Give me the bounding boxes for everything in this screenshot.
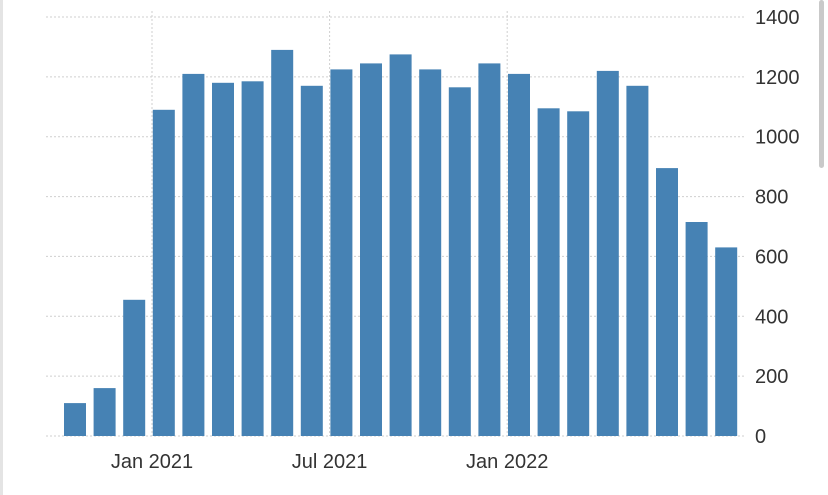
bar: [537, 108, 560, 437]
scrollbar-thumb[interactable]: [819, 0, 824, 168]
bar: [448, 87, 471, 437]
bar: [182, 73, 205, 437]
y-tick-label: 400: [755, 306, 788, 328]
bar: [360, 63, 382, 437]
bar: [123, 299, 146, 436]
bar: [478, 63, 501, 437]
bar: [567, 111, 590, 437]
bar: [389, 54, 412, 437]
bar-series: [64, 49, 738, 437]
y-tick-label: 1000: [755, 127, 800, 149]
bar: [596, 70, 619, 437]
bar: [656, 168, 678, 436]
y-axis-ticks: 0 200 400 600 800 1000 1200 1400: [755, 7, 800, 448]
y-tick-label: 600: [755, 246, 788, 268]
bar: [419, 69, 442, 437]
bar: [300, 85, 323, 437]
bar: [626, 85, 649, 437]
bar: [330, 69, 353, 437]
y-tick-label: 200: [755, 366, 788, 388]
bar: [64, 403, 86, 436]
x-gridlines: [151, 11, 508, 436]
x-tick-label: Jan 2022: [466, 451, 548, 473]
x-tick-label: Jan 2021: [111, 451, 193, 473]
x-tick-label: Jul 2021: [292, 451, 368, 473]
x-axis-ticks: Jan 2021 Jul 2021 Jan 2022: [111, 451, 548, 473]
bar: [212, 82, 234, 437]
bar: [93, 388, 116, 436]
bar: [508, 73, 530, 437]
y-tick-label: 800: [755, 187, 788, 209]
page-edge-divider: [0, 0, 3, 495]
bar: [271, 49, 294, 437]
bar: [685, 222, 708, 436]
y-tick-label: 1200: [755, 67, 800, 89]
y-tick-label: 0: [755, 426, 766, 448]
bar: [241, 81, 264, 437]
bar: [715, 247, 738, 436]
y-tick-label: 1400: [755, 7, 800, 29]
bar: [152, 109, 175, 437]
